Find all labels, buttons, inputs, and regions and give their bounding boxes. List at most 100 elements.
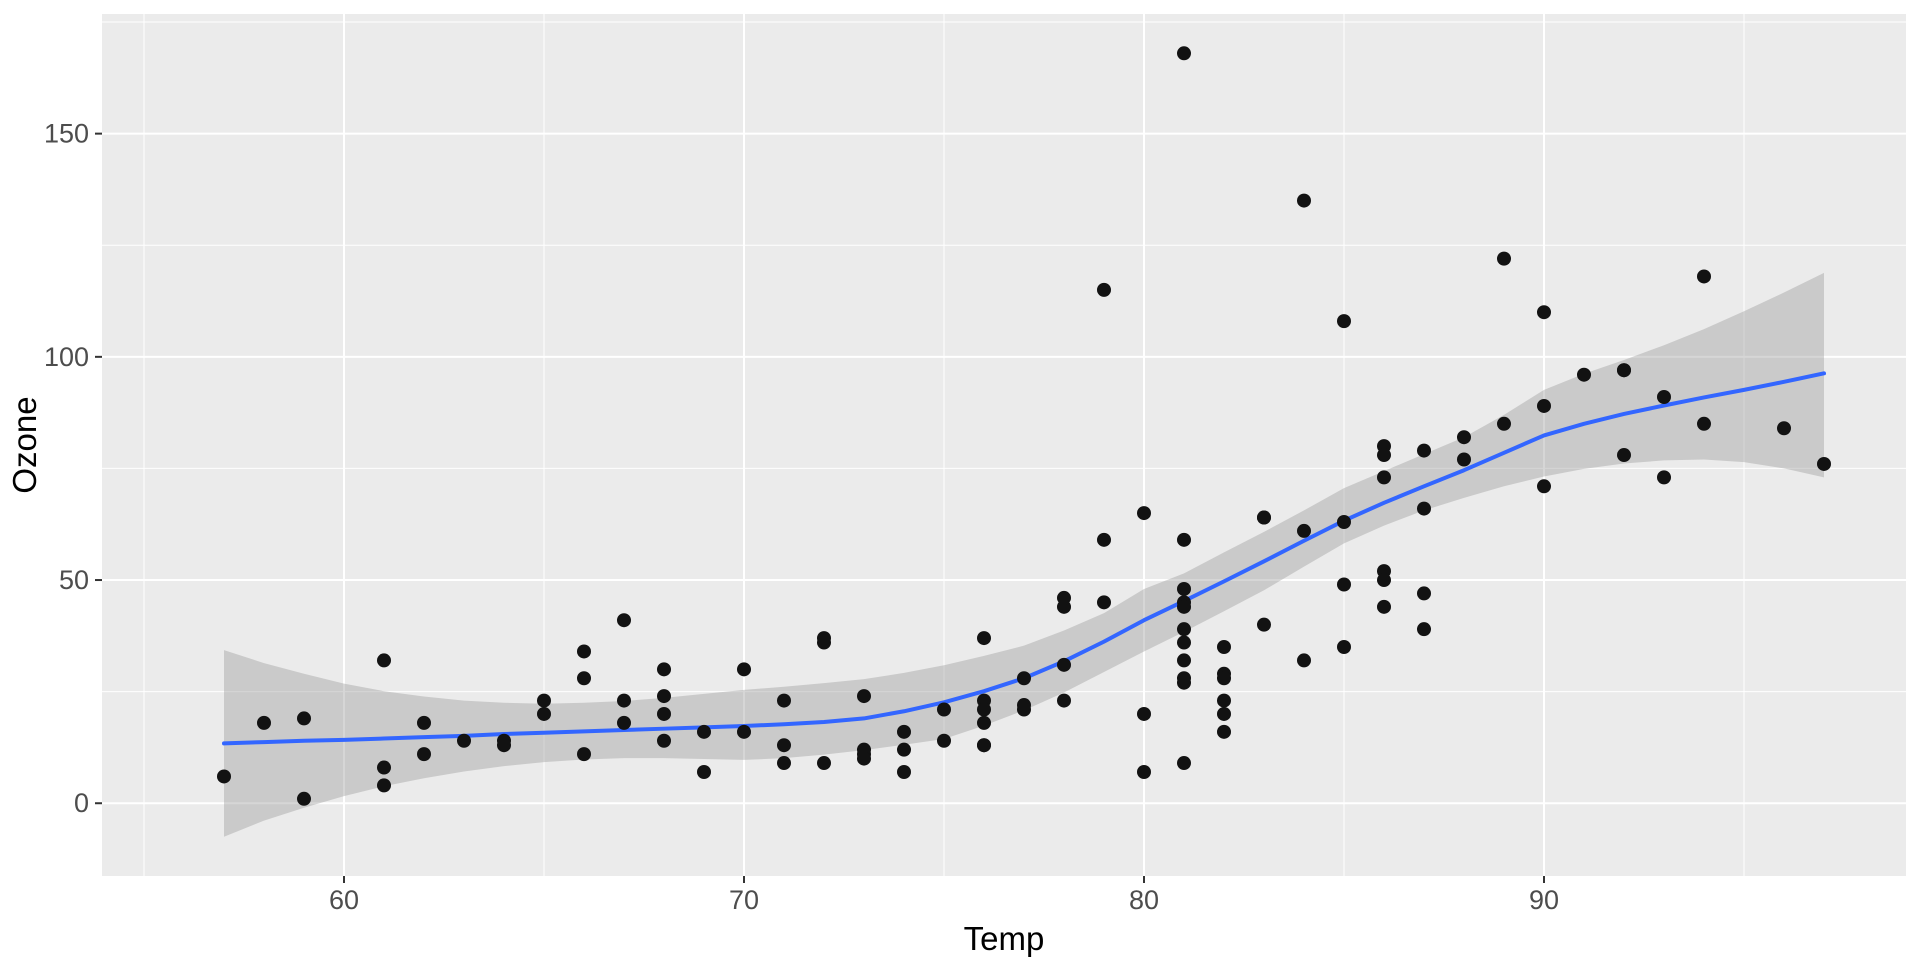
data-point xyxy=(1257,617,1271,632)
data-point xyxy=(977,715,991,730)
data-point xyxy=(1257,510,1271,525)
data-point xyxy=(537,693,551,708)
data-point xyxy=(977,702,991,717)
data-point xyxy=(777,738,791,753)
data-point xyxy=(1617,363,1631,378)
data-point xyxy=(1577,367,1591,382)
data-point xyxy=(617,693,631,708)
data-point xyxy=(1657,390,1671,405)
data-point xyxy=(457,733,471,748)
data-point xyxy=(577,747,591,762)
data-point xyxy=(1097,595,1111,610)
x-axis-title: Temp xyxy=(964,920,1045,957)
y-tick-label: 50 xyxy=(59,565,89,595)
y-tick-label: 100 xyxy=(44,342,89,372)
data-point xyxy=(1337,314,1351,329)
data-point xyxy=(897,724,911,739)
data-point xyxy=(1057,693,1071,708)
data-point xyxy=(1097,282,1111,297)
data-point xyxy=(1177,46,1191,61)
data-point xyxy=(657,662,671,677)
data-point xyxy=(1177,653,1191,668)
data-point xyxy=(1057,657,1071,672)
data-point xyxy=(1377,448,1391,463)
data-point xyxy=(577,644,591,659)
data-point xyxy=(1537,305,1551,320)
plot-panel xyxy=(102,14,1906,876)
data-point xyxy=(377,653,391,668)
data-point xyxy=(577,671,591,686)
data-point xyxy=(1137,764,1151,779)
axis-tick-labels: 60 70 80 90 0 50 100 150 xyxy=(44,119,1559,916)
data-point xyxy=(1377,573,1391,588)
data-point xyxy=(1217,706,1231,721)
data-point xyxy=(1177,581,1191,596)
data-point xyxy=(1417,622,1431,637)
data-point xyxy=(937,733,951,748)
y-tick-label: 150 xyxy=(44,119,89,149)
x-tick-label: 90 xyxy=(1529,885,1559,915)
gridlines-minor xyxy=(102,14,1906,876)
data-point xyxy=(777,756,791,771)
data-point xyxy=(737,662,751,677)
data-point xyxy=(1417,443,1431,458)
data-point xyxy=(257,715,271,730)
data-point xyxy=(897,742,911,757)
data-point xyxy=(1017,698,1031,713)
data-point xyxy=(977,631,991,646)
data-point xyxy=(1177,532,1191,547)
data-point xyxy=(1497,251,1511,266)
data-point xyxy=(697,724,711,739)
x-tick-label: 70 xyxy=(729,885,759,915)
data-point xyxy=(1017,671,1031,686)
data-point xyxy=(737,724,751,739)
data-point xyxy=(1177,599,1191,614)
data-point xyxy=(1777,421,1791,436)
data-point xyxy=(1137,506,1151,521)
data-points xyxy=(217,46,1831,806)
data-point xyxy=(537,706,551,721)
data-point xyxy=(1617,448,1631,463)
data-point xyxy=(1417,501,1431,516)
data-point xyxy=(1417,586,1431,601)
data-point xyxy=(1377,599,1391,614)
axis-ticks xyxy=(95,132,1545,883)
gridlines-major xyxy=(102,14,1906,876)
data-point xyxy=(377,778,391,793)
data-point xyxy=(1177,756,1191,771)
data-point xyxy=(1297,653,1311,668)
data-point xyxy=(1297,193,1311,208)
data-point xyxy=(417,747,431,762)
data-point xyxy=(297,791,311,806)
data-point xyxy=(657,733,671,748)
data-point xyxy=(697,764,711,779)
data-point xyxy=(1697,416,1711,431)
y-axis-title: Ozone xyxy=(6,396,43,493)
data-point xyxy=(857,751,871,766)
data-point xyxy=(817,756,831,771)
data-point xyxy=(1057,590,1071,605)
data-point xyxy=(1137,706,1151,721)
data-point xyxy=(617,715,631,730)
data-point xyxy=(1817,456,1831,471)
data-point xyxy=(1657,470,1671,485)
data-point xyxy=(937,702,951,717)
data-point xyxy=(1297,523,1311,538)
data-point xyxy=(1217,693,1231,708)
data-point xyxy=(1457,430,1471,445)
data-point xyxy=(1217,639,1231,654)
data-point xyxy=(617,613,631,628)
data-point xyxy=(1097,532,1111,547)
data-point xyxy=(657,706,671,721)
data-point xyxy=(1697,269,1711,284)
data-point xyxy=(1457,452,1471,467)
data-point xyxy=(1537,398,1551,413)
data-point xyxy=(1177,622,1191,637)
x-tick-label: 60 xyxy=(329,885,359,915)
y-tick-label: 0 xyxy=(74,788,89,818)
data-point xyxy=(297,711,311,726)
x-tick-label: 80 xyxy=(1129,885,1159,915)
data-point xyxy=(217,769,231,784)
